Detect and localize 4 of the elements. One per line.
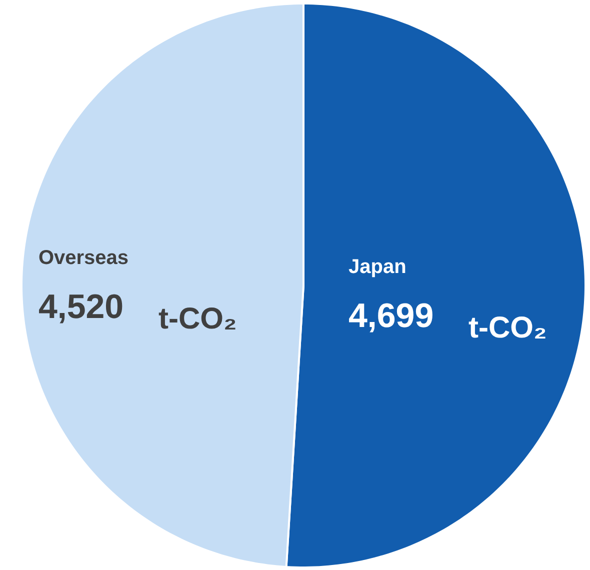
slice-label: Overseas (38, 246, 129, 269)
slice-label: Japan (348, 256, 406, 278)
data-label: 4,699 t-CO₂ (348, 297, 547, 345)
data-label: 4,520 t-CO₂ (38, 288, 237, 336)
